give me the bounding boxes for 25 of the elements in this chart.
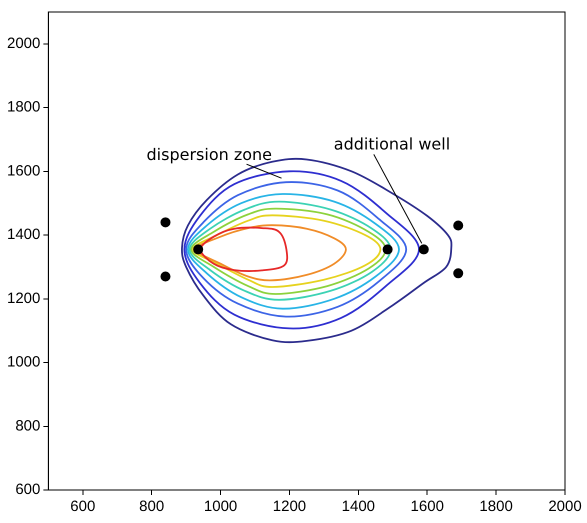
x-tick-label: 1200 <box>272 498 306 516</box>
point <box>453 220 464 231</box>
x-tick-label: 2000 <box>548 498 582 516</box>
point <box>193 244 204 254</box>
point <box>418 244 429 254</box>
y-tick-label: 1200 <box>6 290 40 307</box>
annotation: dispersion zone <box>146 145 272 164</box>
x-tick-label: 800 <box>139 498 164 516</box>
x-tick-label: 1800 <box>479 498 513 516</box>
x-tick-label: 1600 <box>410 498 444 516</box>
y-tick-label: 1000 <box>6 354 40 371</box>
y-tick-label: 2000 <box>6 35 40 52</box>
x-tick-label: 1000 <box>204 498 238 516</box>
point <box>160 271 170 282</box>
y-tick-label: 1800 <box>6 98 40 116</box>
y-tick-label: 1400 <box>6 226 40 244</box>
x-tick-label: 1400 <box>342 498 376 516</box>
y-tick-label: 800 <box>15 417 40 434</box>
annotation: additional well <box>334 134 450 154</box>
point <box>453 268 464 278</box>
point <box>160 217 170 228</box>
x-tick-label: 600 <box>70 498 96 516</box>
y-tick-label: 1600 <box>6 162 40 180</box>
point <box>382 244 393 254</box>
y-tick-label: 600 <box>15 481 40 498</box>
